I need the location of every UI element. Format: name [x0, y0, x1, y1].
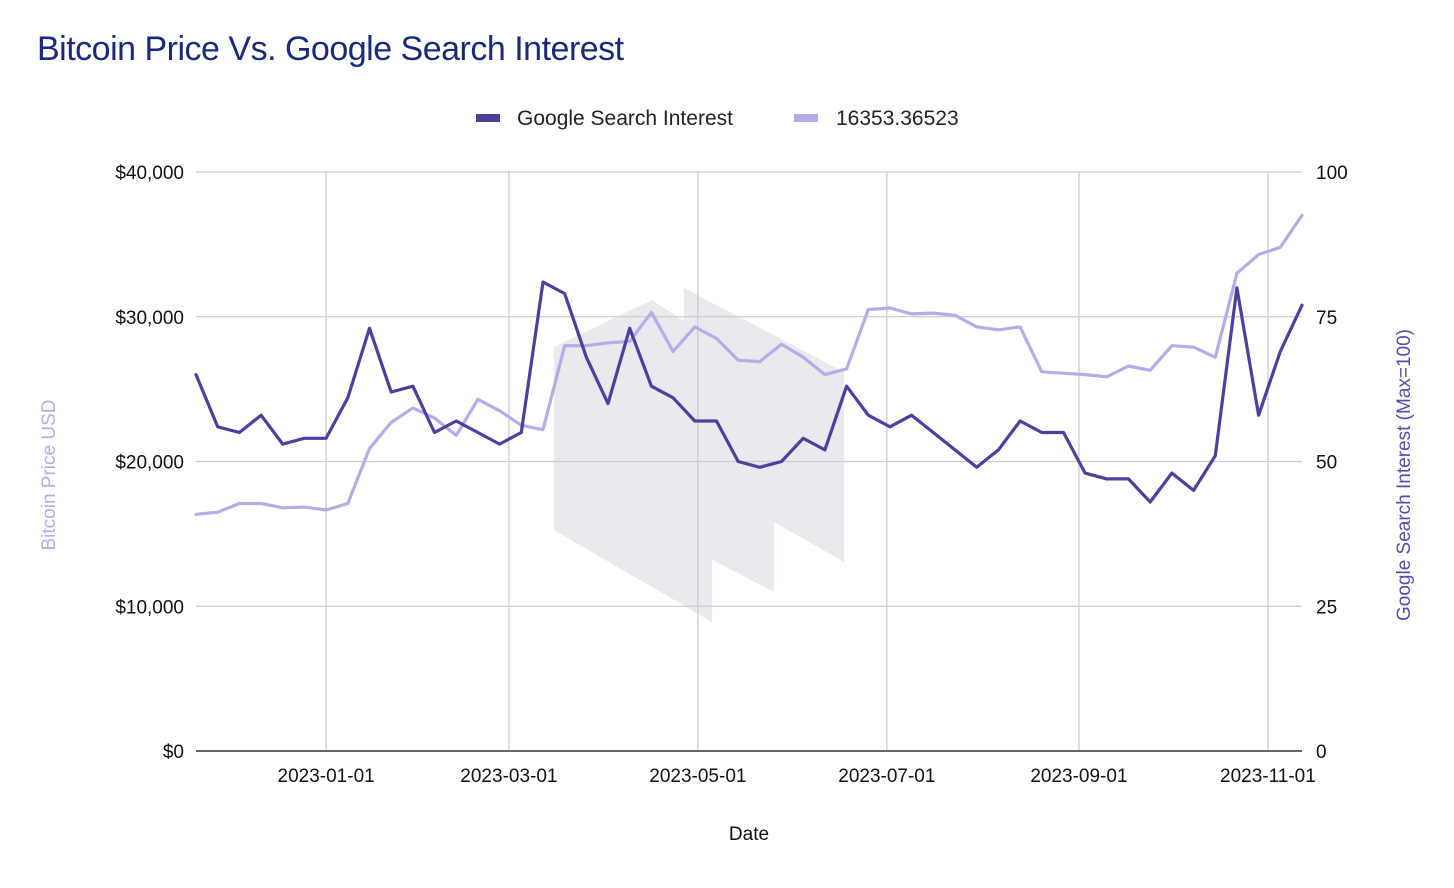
y-tick-left: $10,000 [115, 597, 184, 618]
y-tick-left: $0 [163, 742, 184, 763]
y-tick-left: $20,000 [115, 453, 184, 474]
x-tick: 2023-01-01 [278, 766, 375, 787]
chart-title: Bitcoin Price Vs. Google Search Interest [37, 30, 624, 68]
y-tick-right: 0 [1316, 742, 1327, 763]
y-tick-left: $40,000 [115, 163, 184, 184]
y-tick-right: 50 [1316, 453, 1337, 474]
watermark-shape-right [684, 288, 844, 592]
legend-swatch-1 [794, 114, 818, 122]
series-layer [194, 213, 1304, 516]
x-axis-ticks: 2023-01-01 2023-03-01 2023-05-01 2023-07-01… [278, 766, 1316, 787]
gridlines [196, 171, 1302, 751]
x-axis-title: Date [729, 824, 769, 845]
legend-label-1: 16353.36523 [836, 107, 959, 130]
y-tick-right: 25 [1316, 597, 1337, 618]
x-tick: 2023-07-01 [838, 766, 935, 787]
legend-label-0: Google Search Interest [517, 107, 733, 130]
left-axis-ticks: $0 $10,000 $20,000 $30,000 $40,000 [115, 163, 184, 763]
x-tick: 2023-09-01 [1030, 766, 1127, 787]
y-axis-title-right: Google Search Interest (Max=100) [1394, 329, 1415, 621]
y-tick-left: $30,000 [115, 308, 184, 329]
x-tick: 2023-11-01 [1220, 766, 1316, 787]
series-line-bitcoin-price [194, 213, 1304, 516]
series-line-search-interest [194, 280, 1304, 504]
legend-swatch-0 [476, 114, 500, 122]
x-tick: 2023-03-01 [460, 766, 557, 787]
right-axis-ticks: 0 25 50 75 100 [1316, 163, 1348, 763]
legend: Google Search Interest 16353.36523 [476, 107, 959, 130]
y-tick-right: 75 [1316, 308, 1337, 329]
x-tick: 2023-05-01 [649, 766, 746, 787]
watermark-logo [554, 288, 844, 622]
y-tick-right: 100 [1316, 163, 1348, 184]
y-axis-title-left: Bitcoin Price USD [39, 400, 60, 551]
